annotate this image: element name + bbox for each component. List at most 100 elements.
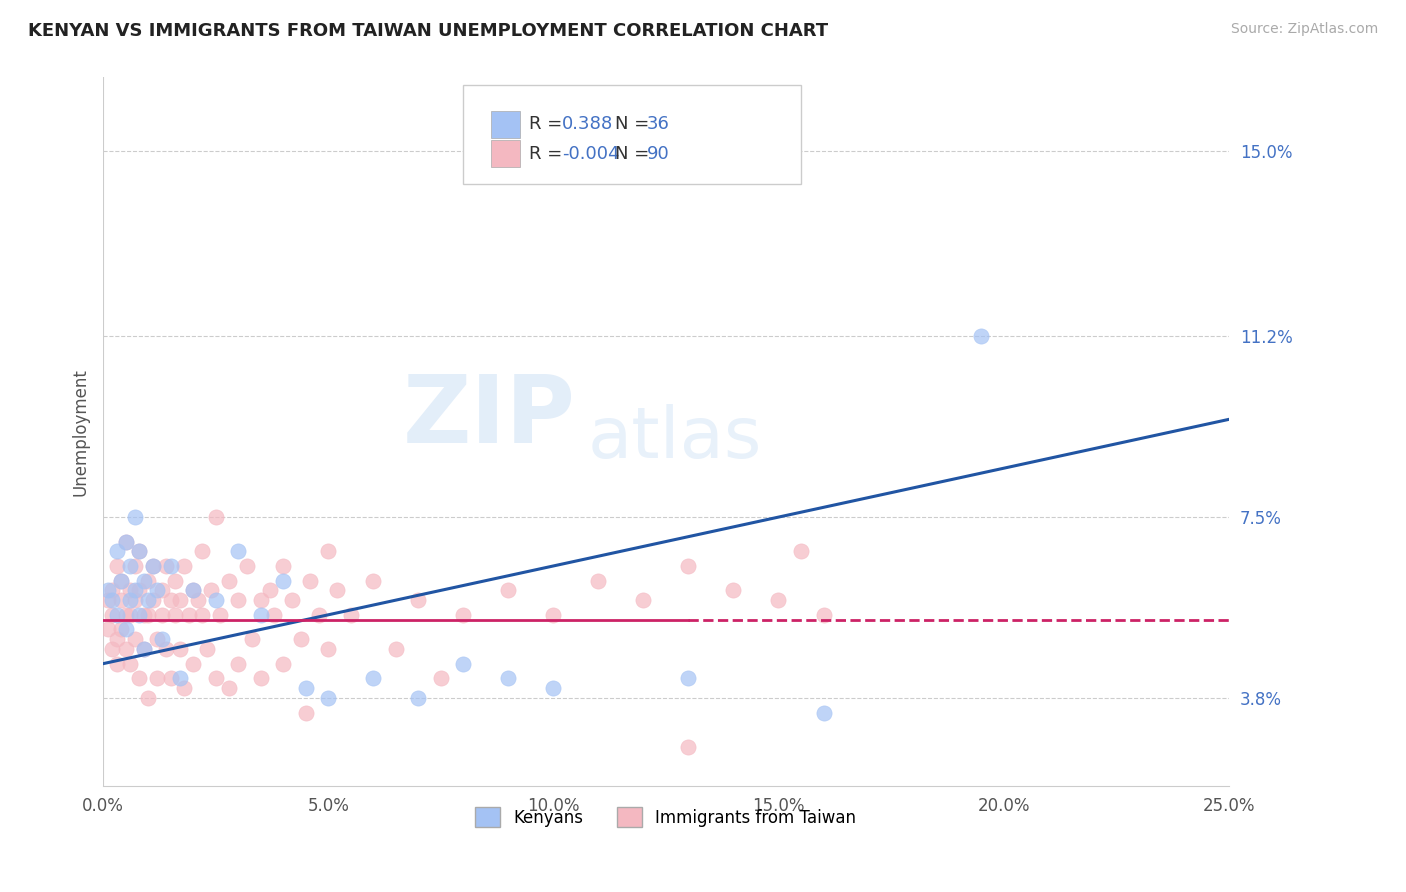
Point [209,607,232,622]
Point [790,544,813,558]
Point [240,632,263,647]
Text: Source: ZipAtlas.com: Source: ZipAtlas.com [1230,22,1378,37]
Point [498,671,520,685]
Legend: Kenyans, Immigrants from Taiwan: Kenyans, Immigrants from Taiwan [468,800,863,834]
Point [633,593,655,607]
Text: ZIP: ZIP [404,371,576,464]
Point [281,593,304,607]
Point [124,632,146,647]
Point [768,593,790,607]
Point [813,706,835,720]
Point [128,583,150,598]
Point [361,671,384,685]
Point [271,657,294,671]
Point [249,593,271,607]
Point [155,642,177,657]
Point [105,657,128,671]
Point [110,574,132,588]
Point [146,671,169,685]
Point [120,593,142,607]
Point [249,671,271,685]
Point [543,681,565,695]
Point [128,607,150,622]
Point [271,558,294,573]
Point [132,642,155,657]
Point [263,607,285,622]
Text: atlas: atlas [588,404,762,473]
Point [294,706,316,720]
Point [105,558,128,573]
Text: 36: 36 [647,115,669,133]
Text: R =: R = [529,145,568,163]
Point [290,632,312,647]
Point [128,671,150,685]
Text: KENYAN VS IMMIGRANTS FROM TAIWAN UNEMPLOYMENT CORRELATION CHART: KENYAN VS IMMIGRANTS FROM TAIWAN UNEMPLO… [28,22,828,40]
Point [110,593,132,607]
Point [136,607,159,622]
Point [588,574,610,588]
Point [110,623,132,637]
Point [723,583,745,598]
Point [195,642,218,657]
Point [146,583,169,598]
Text: 90: 90 [647,145,669,163]
Point [498,583,520,598]
Text: -0.004: -0.004 [562,145,620,163]
Point [181,583,204,598]
FancyBboxPatch shape [492,111,520,137]
Point [120,583,142,598]
Point [226,593,249,607]
Point [120,558,142,573]
Point [124,593,146,607]
Point [136,574,159,588]
Point [146,632,169,647]
Point [110,574,132,588]
Point [187,593,209,607]
FancyBboxPatch shape [464,85,801,184]
Point [384,642,406,657]
Point [159,671,181,685]
Point [101,583,124,598]
Point [97,623,120,637]
Point [142,593,165,607]
Point [120,607,142,622]
Point [114,534,136,549]
Point [813,607,835,622]
Point [678,558,700,573]
Point [430,671,453,685]
Point [678,739,700,754]
Point [200,583,222,598]
Point [128,544,150,558]
Text: N =: N = [616,145,655,163]
Point [204,671,226,685]
Text: 0.388: 0.388 [562,115,613,133]
Point [155,558,177,573]
Point [114,534,136,549]
Point [165,574,187,588]
Point [173,558,195,573]
Point [204,593,226,607]
Point [970,329,993,343]
Point [169,642,191,657]
Point [316,690,339,705]
Point [339,607,361,622]
Point [124,583,146,598]
Point [124,558,146,573]
Point [136,593,159,607]
Point [165,607,187,622]
Point [142,558,165,573]
Point [105,607,128,622]
Point [236,558,259,573]
Point [128,544,150,558]
Point [218,681,240,695]
Point [308,607,330,622]
Point [226,544,249,558]
Point [259,583,281,598]
FancyBboxPatch shape [492,140,520,168]
Point [120,657,142,671]
Point [543,607,565,622]
Point [150,583,173,598]
Point [101,607,124,622]
Point [453,657,475,671]
Point [226,657,249,671]
